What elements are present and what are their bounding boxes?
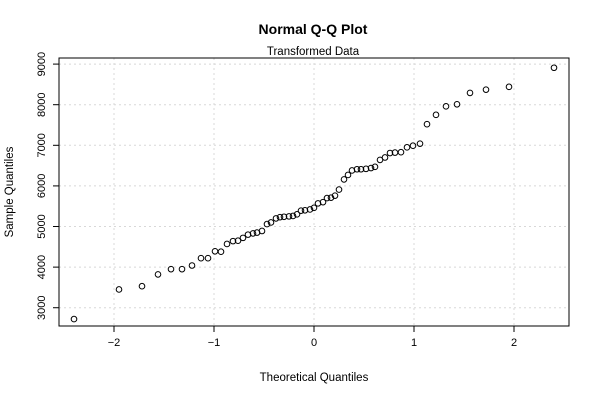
data-point xyxy=(323,194,331,202)
data-point xyxy=(229,237,237,245)
grid xyxy=(59,58,569,326)
data-point xyxy=(138,282,146,290)
data-point xyxy=(357,165,365,173)
data-points xyxy=(70,64,558,323)
data-point xyxy=(344,171,352,179)
y-tick-label: 4000 xyxy=(36,255,48,279)
data-point xyxy=(505,83,513,91)
data-point xyxy=(223,240,231,248)
data-point xyxy=(327,194,335,201)
data-point xyxy=(397,148,405,156)
data-point xyxy=(331,192,339,199)
data-point xyxy=(423,120,431,128)
data-point xyxy=(310,204,318,212)
data-point xyxy=(466,89,474,97)
y-tick-label: 6000 xyxy=(36,174,48,198)
y-axis-label: Sample Quantiles xyxy=(4,146,16,237)
x-tick-label: 1 xyxy=(411,337,417,349)
data-point xyxy=(272,215,280,222)
y-tick-label: 9000 xyxy=(36,52,48,76)
data-point xyxy=(115,286,123,293)
data-point xyxy=(482,86,490,93)
data-point xyxy=(285,213,293,220)
y-tick-label: 5000 xyxy=(36,214,48,238)
data-point xyxy=(319,198,327,206)
x-tick-label: −2 xyxy=(108,337,121,349)
data-point xyxy=(432,111,440,119)
data-point xyxy=(335,186,343,193)
data-point xyxy=(263,220,271,228)
chart-subtitle: Transformed Data xyxy=(267,46,360,58)
data-point xyxy=(453,100,461,108)
y-axis: 3000 4000 5000 6000 7000 8000 9000 xyxy=(36,52,59,320)
x-tick-label: −1 xyxy=(208,337,221,349)
data-point xyxy=(70,315,78,323)
data-point xyxy=(154,271,162,278)
y-tick-label: 7000 xyxy=(36,133,48,157)
data-point xyxy=(178,265,186,273)
data-point xyxy=(353,165,361,173)
x-axis-label: Theoretical Quantiles xyxy=(260,372,369,384)
data-point xyxy=(234,237,242,245)
data-point xyxy=(239,234,247,242)
data-point xyxy=(293,211,301,218)
x-tick-label: 2 xyxy=(511,337,517,349)
x-axis: −2 −1 0 1 2 xyxy=(108,326,517,349)
data-point xyxy=(204,254,212,262)
y-tick-label: 3000 xyxy=(36,295,48,319)
data-point xyxy=(197,254,205,262)
data-point xyxy=(362,165,370,173)
data-point xyxy=(409,142,417,150)
data-point xyxy=(381,154,389,161)
data-point xyxy=(367,164,375,172)
data-point xyxy=(306,206,314,213)
data-point xyxy=(188,262,196,269)
data-point xyxy=(340,176,348,183)
chart-title: Normal Q-Q Plot xyxy=(259,21,368,37)
data-point xyxy=(267,219,275,226)
data-point xyxy=(550,64,558,72)
data-point xyxy=(442,103,450,110)
data-point xyxy=(403,144,411,151)
y-tick-label: 8000 xyxy=(36,92,48,116)
data-point xyxy=(258,227,266,235)
data-point xyxy=(211,247,219,255)
data-point xyxy=(301,206,309,214)
data-point xyxy=(249,230,257,237)
data-point xyxy=(289,212,297,220)
data-point xyxy=(217,248,225,255)
data-point xyxy=(386,149,394,157)
data-point xyxy=(167,265,175,273)
data-point xyxy=(280,213,288,221)
data-point xyxy=(416,140,424,147)
data-point xyxy=(297,207,305,214)
x-tick-label: 0 xyxy=(311,337,317,349)
data-point xyxy=(371,163,379,171)
data-point xyxy=(276,213,284,221)
